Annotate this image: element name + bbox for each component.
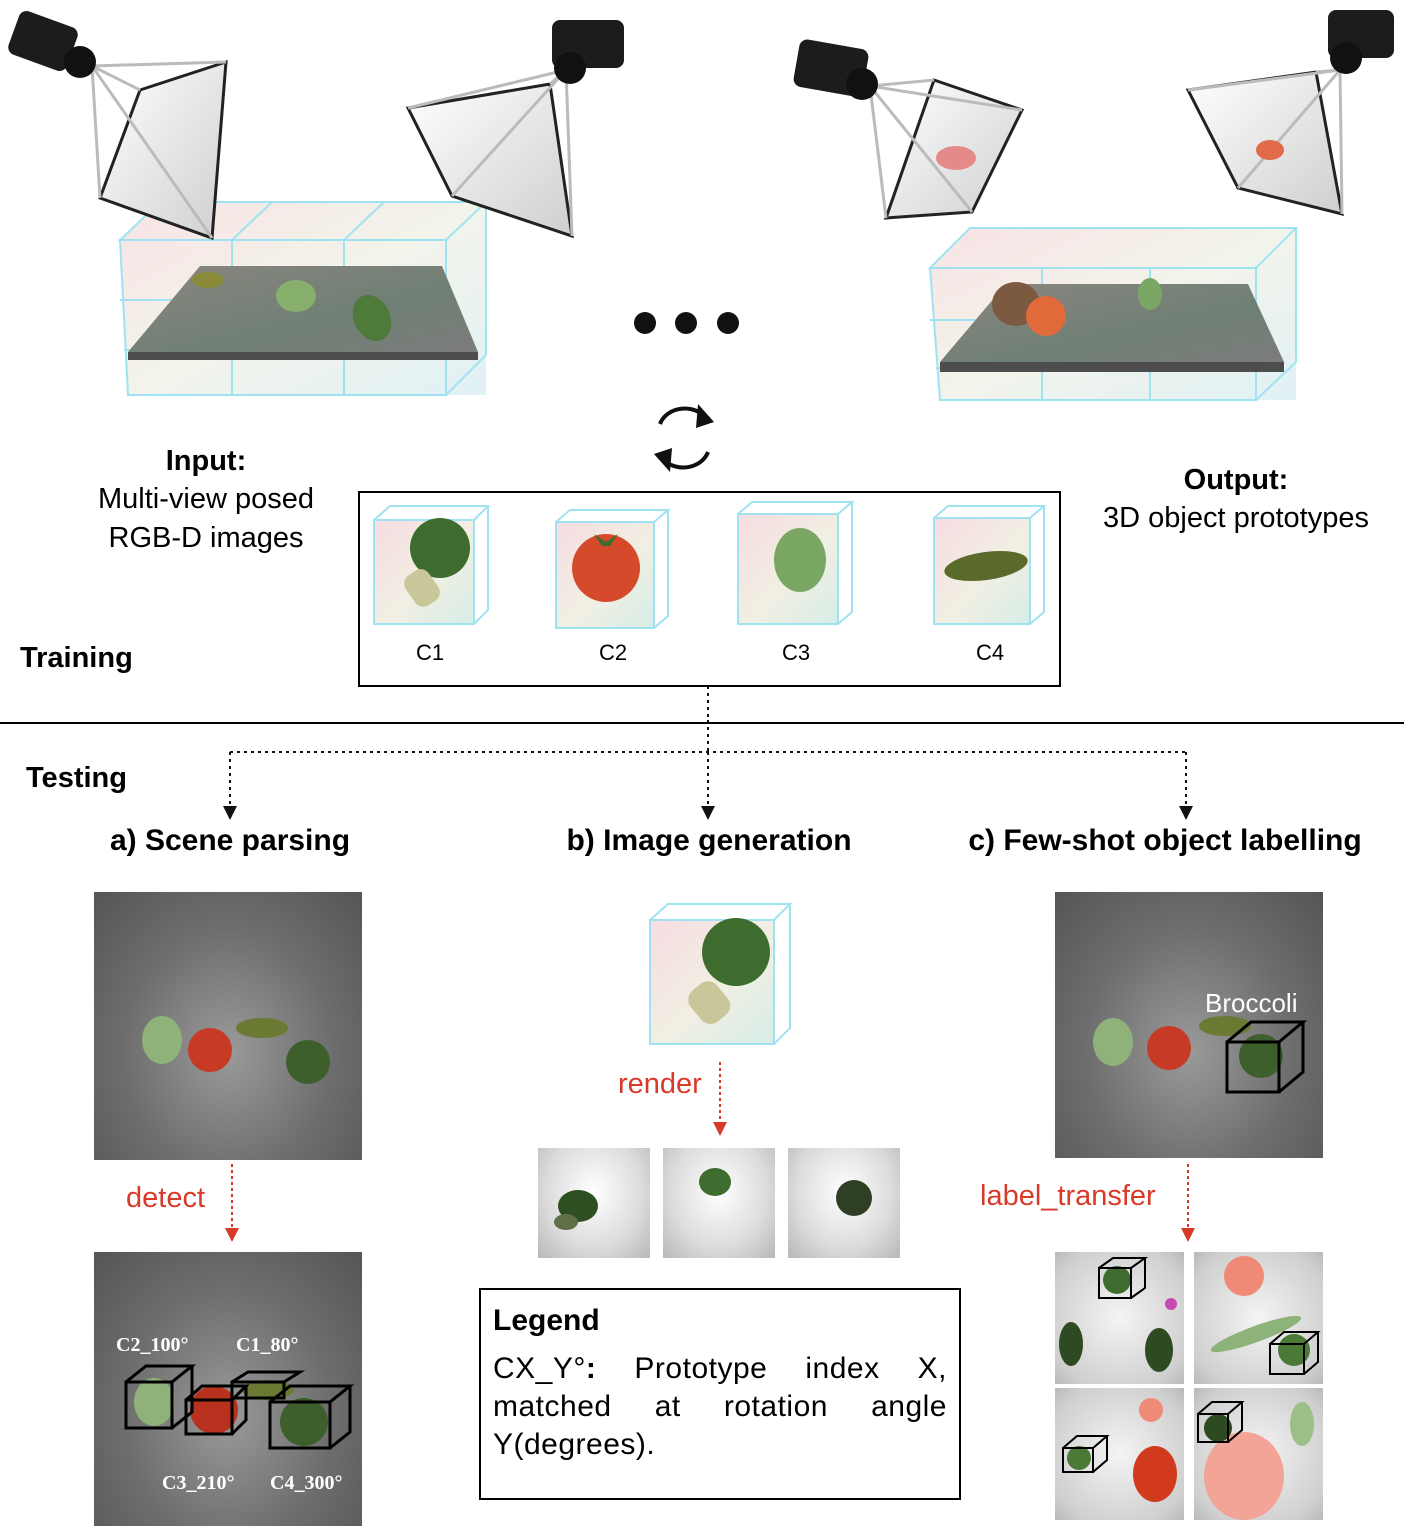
left-scene <box>117 201 489 396</box>
ellipsis-icon <box>634 312 739 334</box>
prototype-label-3: C3 <box>781 640 811 665</box>
training-illustration <box>8 10 1394 720</box>
input-line-1: Multi-view posed <box>98 483 314 515</box>
output-title: Output: <box>1183 464 1289 496</box>
panel-a-title: a) Scene parsing <box>109 824 351 857</box>
testing-connectors <box>223 720 1193 820</box>
render-label: render <box>618 1068 702 1100</box>
legend-colon: : <box>585 1352 597 1385</box>
broccoli-label: Broccoli <box>1205 988 1298 1018</box>
prototype-label-2: C2 <box>598 640 628 665</box>
detection-label-c3: C3_210° <box>162 1472 235 1494</box>
section-divider <box>0 722 1404 724</box>
legend-key: CX_Y° <box>493 1352 586 1385</box>
prototype-label-4: C4 <box>975 640 1005 665</box>
detection-label-c2: C2_100° <box>116 1334 189 1356</box>
labelled-scene-image <box>1055 892 1323 1158</box>
prototype-cube-3 <box>737 501 855 625</box>
transfer-view-4 <box>1194 1388 1323 1520</box>
camera-1 <box>8 11 228 241</box>
prototype-cube-4 <box>933 505 1047 625</box>
camera-2 <box>405 20 624 239</box>
render-arrow <box>713 1062 727 1136</box>
detection-label-c4: C4_300° <box>270 1472 343 1494</box>
transfer-view-2 <box>1194 1252 1323 1384</box>
right-scene <box>927 227 1299 401</box>
transfer-view-1 <box>1055 1252 1184 1384</box>
label-transfer-label: label_transfer <box>980 1180 1156 1212</box>
detection-label-c1: C1_80° <box>236 1334 299 1356</box>
output-line-1: 3D object prototypes <box>1103 502 1369 534</box>
rendered-view-3 <box>788 1148 900 1258</box>
cycle-arrows-icon <box>658 406 710 470</box>
input-line-2: RGB-D images <box>108 522 304 554</box>
detect-arrow <box>225 1164 239 1242</box>
cycle-arrowhead-bottom <box>654 448 672 472</box>
panel-b-title: b) Image generation <box>566 824 852 857</box>
detect-label: detect <box>126 1182 205 1214</box>
prototype-cube-1 <box>373 505 491 625</box>
training-label: Training <box>20 642 133 674</box>
cycle-arrowhead-top <box>696 404 714 428</box>
legend-title: Legend <box>493 1304 600 1337</box>
scene-image <box>94 892 362 1160</box>
prototype-box <box>358 491 1061 687</box>
testing-label: Testing <box>26 762 127 794</box>
legend-description: CX_Y°: Prototype index X, matched at rot… <box>493 1350 947 1464</box>
rendered-view-2 <box>663 1148 775 1258</box>
rendered-view-1 <box>538 1148 650 1258</box>
camera-4 <box>1185 10 1394 217</box>
panel-c-title: c) Few-shot object labelling <box>968 824 1362 857</box>
legend-text: Prototype index X, matched at rotation a… <box>493 1352 947 1461</box>
prototype-cube-2 <box>555 509 671 629</box>
input-title: Input: <box>165 445 247 477</box>
camera-3 <box>793 39 1025 220</box>
detection-image <box>94 1252 362 1526</box>
broccoli-prototype <box>649 903 793 1045</box>
legend-box: Legend CX_Y°: Prototype index X, matched… <box>479 1288 961 1500</box>
label-transfer-arrow <box>1181 1164 1195 1242</box>
transfer-view-3 <box>1055 1388 1184 1520</box>
prototype-label-1: C1 <box>415 640 445 665</box>
